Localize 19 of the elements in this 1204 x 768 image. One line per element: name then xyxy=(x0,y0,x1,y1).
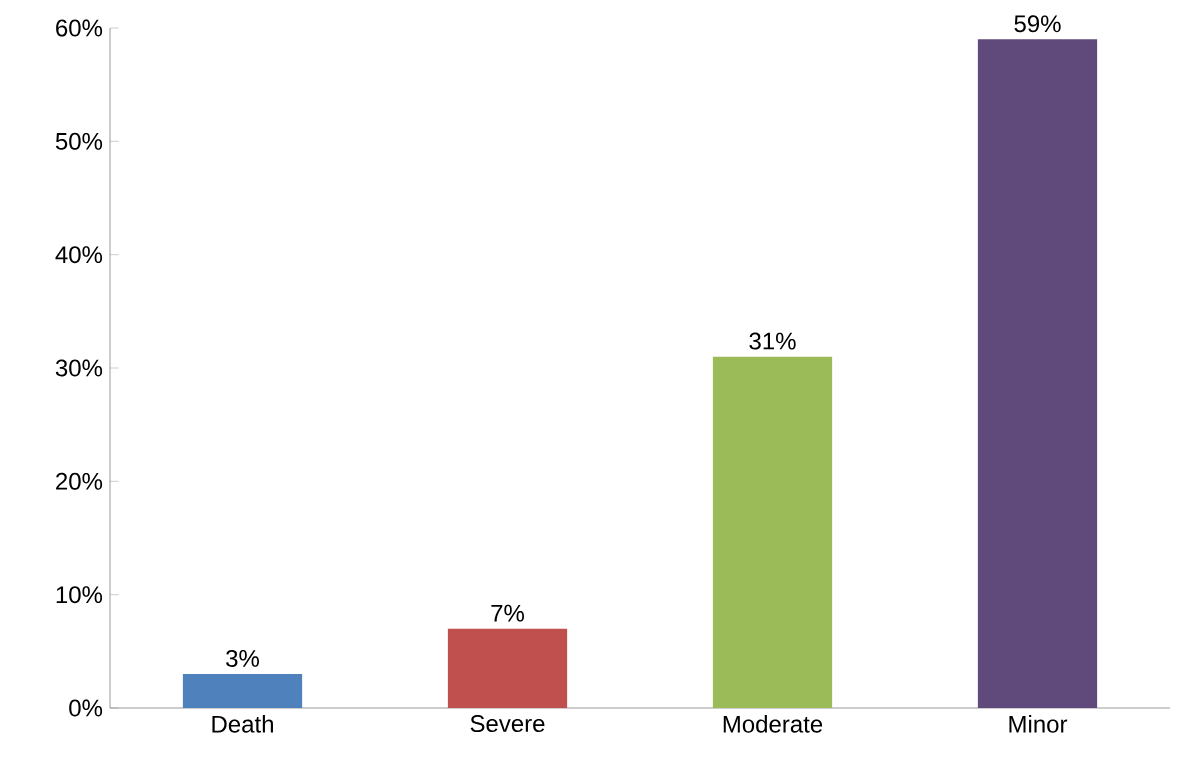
y-tick-label: 40% xyxy=(55,246,103,264)
y-tick-label: 30% xyxy=(55,359,103,377)
y-tick-label: 0% xyxy=(69,699,103,717)
bar xyxy=(712,356,833,708)
y-tick-label: 60% xyxy=(56,19,103,37)
y-tick-label: 10% xyxy=(56,586,103,604)
x-tick-label: Death xyxy=(212,715,273,733)
bar xyxy=(182,674,303,708)
x-tick-label: Severe xyxy=(470,715,545,733)
y-tick-label: 50% xyxy=(55,132,103,150)
data-label: 59% xyxy=(1014,15,1061,33)
x-tick-label: Minor xyxy=(1009,715,1068,733)
x-tick-label: Moderate xyxy=(723,715,823,733)
data-label: 31% xyxy=(749,332,796,350)
y-tick-label: 20% xyxy=(56,472,103,490)
bar xyxy=(977,39,1098,708)
bar xyxy=(447,628,568,708)
data-label: 3% xyxy=(226,649,259,667)
data-label: 7% xyxy=(491,604,524,622)
